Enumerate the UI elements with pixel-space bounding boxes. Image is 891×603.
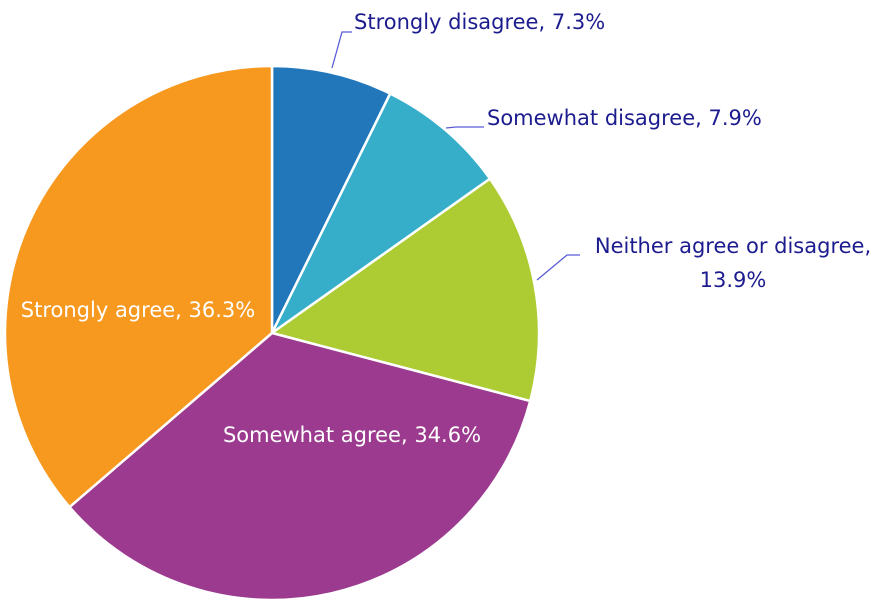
data-label: Neither agree or disagree, 13.9% (595, 234, 871, 292)
leader-line (445, 126, 484, 129)
data-label: Strongly disagree, 7.3% (354, 10, 605, 34)
data-label-line: Neither agree or disagree, (595, 234, 871, 258)
data-label: Strongly agree, 36.3% (21, 298, 255, 322)
pie-slice (67, 331, 532, 602)
leader-line (331, 31, 352, 69)
data-label: Somewhat agree, 34.6% (223, 423, 481, 447)
pie-slice (3, 64, 274, 509)
data-label: Somewhat disagree, 7.9% (487, 106, 762, 130)
slices (3, 64, 541, 602)
data-label-line: 13.9% (700, 268, 767, 292)
pie-slice (270, 91, 492, 335)
pie-slice (270, 64, 392, 334)
pie-slice (269, 177, 541, 403)
leader-line (536, 254, 580, 281)
